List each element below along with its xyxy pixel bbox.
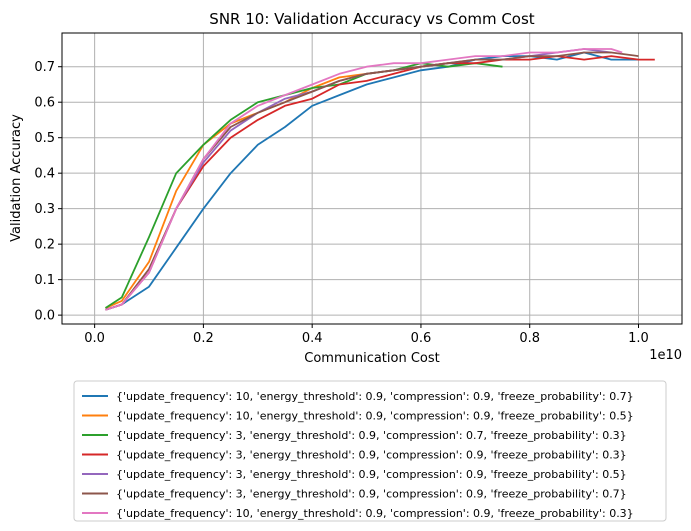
- legend-entry-label: {'update_frequency': 3, 'energy_threshol…: [116, 449, 627, 462]
- series-line-1: [105, 51, 639, 311]
- series-line-6: [105, 51, 639, 311]
- x-tick-label: 0.4: [302, 331, 323, 346]
- plot-frame: [61, 32, 683, 325]
- y-tick-label: 0.7: [34, 60, 55, 75]
- y-tick-label: 0.4: [34, 167, 55, 182]
- legend-entry-label: {'update_frequency': 10, 'energy_thresho…: [116, 390, 634, 403]
- legend-frame: [73, 380, 667, 522]
- y-tick-label: 0.1: [34, 273, 55, 288]
- legend-entry-label: {'update_frequency': 3, 'energy_threshol…: [116, 429, 627, 442]
- x-axis-offset-label: 1e10: [649, 348, 682, 363]
- x-tick-label: 0.6: [411, 331, 432, 346]
- series-line-2: [105, 62, 449, 309]
- series-lines: [105, 48, 655, 311]
- y-tick-label: 0.5: [34, 131, 55, 146]
- x-axis-ticks: 0.0 0.2 0.4 0.6 0.8 1.0: [84, 324, 649, 346]
- y-tick-label: 0.6: [34, 96, 55, 111]
- y-tick-label: 0.0: [34, 309, 55, 324]
- legend-entry-label: {'update_frequency': 10, 'energy_thresho…: [116, 410, 634, 423]
- x-tick-label: 0.8: [519, 331, 540, 346]
- y-axis-ticks: 0.0 0.1 0.2 0.3 0.4 0.5 0.6 0.7: [34, 60, 62, 324]
- x-axis-label: Communication Cost: [304, 351, 440, 366]
- legend-entry-label: {'update_frequency': 3, 'energy_threshol…: [116, 468, 627, 481]
- y-axis-label: Validation Accuracy: [9, 114, 24, 242]
- x-tick-label: 0.0: [84, 331, 105, 346]
- legend: {'update_frequency': 10, 'energy_thresho…: [82, 390, 634, 520]
- chart-title: SNR 10: Validation Accuracy vs Comm Cost: [209, 10, 534, 28]
- legend-entry-label: {'update_frequency': 3, 'energy_threshol…: [116, 488, 627, 501]
- series-line-4: [105, 55, 655, 311]
- x-tick-label: 0.2: [193, 331, 214, 346]
- y-tick-label: 0.3: [34, 202, 55, 217]
- series-line-7: [105, 48, 623, 311]
- legend-entry-label: {'update_frequency': 10, 'energy_thresho…: [116, 507, 634, 520]
- x-tick-label: 1.0: [628, 331, 649, 346]
- y-tick-label: 0.2: [34, 238, 55, 253]
- grid: [62, 33, 682, 324]
